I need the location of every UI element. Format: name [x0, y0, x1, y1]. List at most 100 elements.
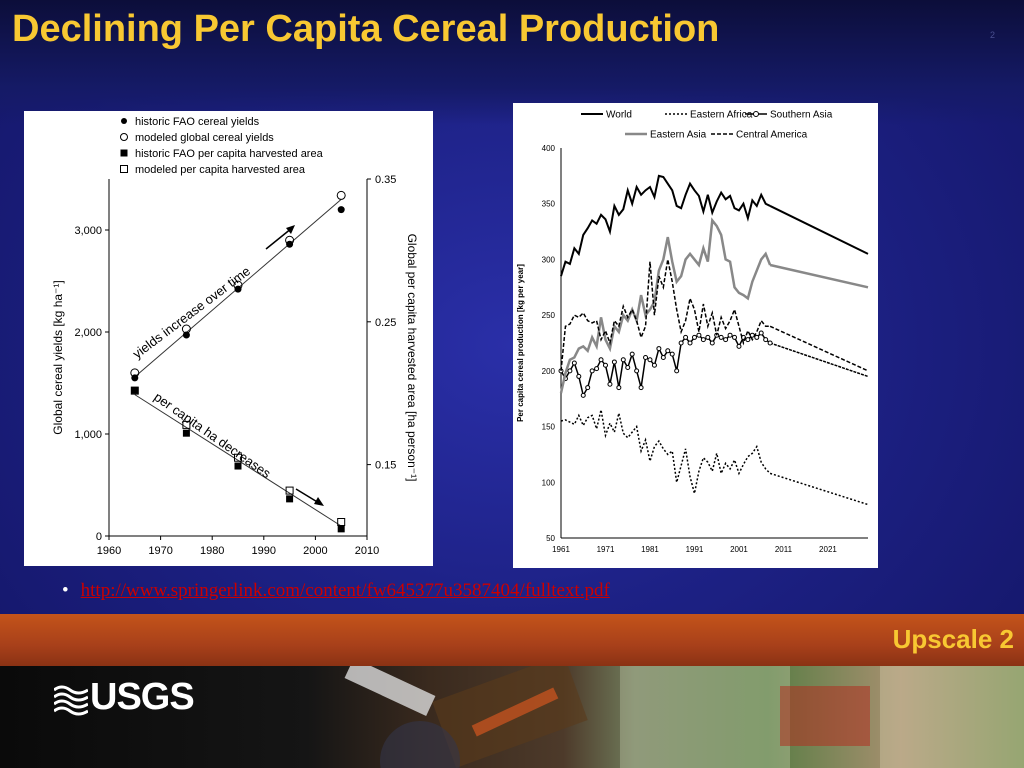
southern-asia-point [638, 385, 644, 391]
y-tick-label: 150 [542, 423, 556, 432]
y2-tick-label: 0.25 [375, 317, 396, 329]
y-tick-label: 100 [542, 478, 556, 487]
southern-asia-point [647, 357, 653, 363]
usgs-logo-text: USGS [90, 676, 195, 718]
legend-marker [120, 165, 128, 173]
legend-swatch-marker [753, 111, 759, 117]
southern-asia-point [634, 368, 640, 374]
southern-asia-point [669, 351, 675, 357]
southern-asia-point [691, 334, 697, 340]
southern-asia-point [754, 334, 760, 340]
historic-yield-point [182, 331, 190, 339]
y-tick-label: 300 [542, 255, 556, 264]
y-tick-label: 2,000 [74, 327, 102, 339]
annotation-yields: yields increase over time [130, 263, 253, 361]
southern-asia-point [598, 357, 604, 363]
modeled-area-point [130, 386, 139, 395]
series-line-southern-asia [560, 331, 771, 398]
southern-asia-point [727, 332, 733, 338]
footer-label: Upscale 2 [892, 624, 1014, 654]
projection-line-eastern-asia [769, 263, 869, 289]
source-link[interactable]: http://www.springerlink.com/content/fw64… [80, 580, 610, 601]
southern-asia-point [723, 337, 729, 343]
x-tick-label: 2000 [303, 545, 327, 557]
southern-asia-point [567, 368, 573, 374]
historic-area-point [286, 495, 294, 503]
footer-band [0, 614, 1024, 666]
y-axis-label: Global cereal yields [kg ha⁻¹] [51, 280, 65, 434]
bottom-image-strip [0, 666, 1024, 768]
southern-asia-point [687, 340, 693, 346]
legend-label: historic FAO per capita harvested area [135, 148, 324, 160]
southern-asia-point [763, 337, 769, 343]
x-tick-label: 1960 [97, 545, 121, 557]
projection-line-southern-asia [769, 342, 869, 378]
x-tick-label: 1970 [148, 545, 172, 557]
x-tick-label: 2001 [730, 545, 748, 554]
southern-asia-point [585, 385, 591, 391]
legend-label: modeled global cereal yields [135, 132, 274, 144]
projection-line-world [769, 205, 869, 255]
y2-tick-label: 0.15 [375, 460, 396, 472]
southern-asia-point [758, 330, 764, 336]
southern-asia-point [660, 354, 666, 360]
southern-asia-point [674, 368, 680, 374]
modeled-yield-point [181, 324, 191, 334]
annotation-area: per capita ha decreases [151, 389, 274, 481]
legend-label: Eastern Asia [650, 130, 707, 141]
southern-asia-point [709, 340, 715, 346]
modeled-area-point [337, 518, 346, 527]
modeled-area-point [234, 453, 242, 462]
legend-label: Eastern Africa [690, 110, 753, 121]
satellite-imagery-banner [0, 666, 1024, 768]
y-tick-label: 1,000 [74, 429, 102, 441]
southern-asia-point [736, 343, 742, 349]
historic-area-point [182, 429, 190, 437]
legend-marker [120, 149, 128, 157]
southern-asia-point [611, 359, 617, 365]
legend-label: modeled per capita harvested area [135, 164, 306, 176]
modeled-yield-point [233, 280, 243, 290]
southern-asia-point [607, 381, 613, 387]
southern-asia-point [767, 340, 773, 346]
slide-title: Declining Per Capita Cereal Production [12, 8, 720, 50]
southern-asia-point [700, 337, 706, 343]
modeled-yield-point [336, 190, 346, 200]
source-bullet: • http://www.springerlink.com/content/fw6… [62, 580, 610, 602]
southern-asia-point [651, 362, 657, 368]
historic-yield-point [337, 206, 345, 214]
legend-marker [120, 133, 128, 141]
y-tick-label: 3,000 [74, 225, 102, 237]
southern-asia-point [732, 334, 738, 340]
per-capita-production-chart-panel: 50 100 150 200 250 300 350 400 1961 1971 1981 1991 2… [513, 103, 878, 568]
yield-area-chart-panel: 1960 1970 1980 1990 2000 2010 0 1,000 2,000 3,000… [24, 111, 433, 566]
x-tick-label: 1990 [252, 545, 276, 557]
southern-asia-point [616, 385, 622, 391]
modeled-area-point [182, 420, 191, 429]
modeled-area-point [285, 486, 294, 495]
projection-line-eastern-africa [769, 472, 869, 506]
y-tick-label: 350 [542, 200, 556, 209]
y-tick-label: 0 [96, 531, 102, 543]
series-line-world [560, 174, 771, 277]
x-tick-label: 1971 [597, 545, 615, 554]
southern-asia-point [705, 334, 711, 340]
annotation-arrow-shaft [265, 227, 293, 250]
southern-asia-point [625, 365, 631, 371]
southern-asia-point [643, 354, 649, 360]
y-tick-label: 200 [542, 367, 556, 376]
southern-asia-point [656, 346, 662, 352]
y-tick-label: 400 [542, 144, 556, 153]
series-line-eastern-asia [559, 217, 772, 394]
series-line-eastern-africa [560, 409, 771, 494]
y2-tick-label: 0.35 [375, 174, 396, 186]
historic-area-point [131, 386, 139, 394]
x-tick-label: 1991 [686, 545, 704, 554]
modeled-yield-point [285, 235, 295, 245]
y-axis-label: Per capita cereal production [kg per yea… [516, 264, 525, 422]
x-tick-label: 1981 [641, 545, 659, 554]
southern-asia-point [580, 392, 586, 398]
southern-asia-point [629, 351, 635, 357]
southern-asia-point [589, 368, 595, 374]
legend-label: Central America [736, 130, 808, 141]
